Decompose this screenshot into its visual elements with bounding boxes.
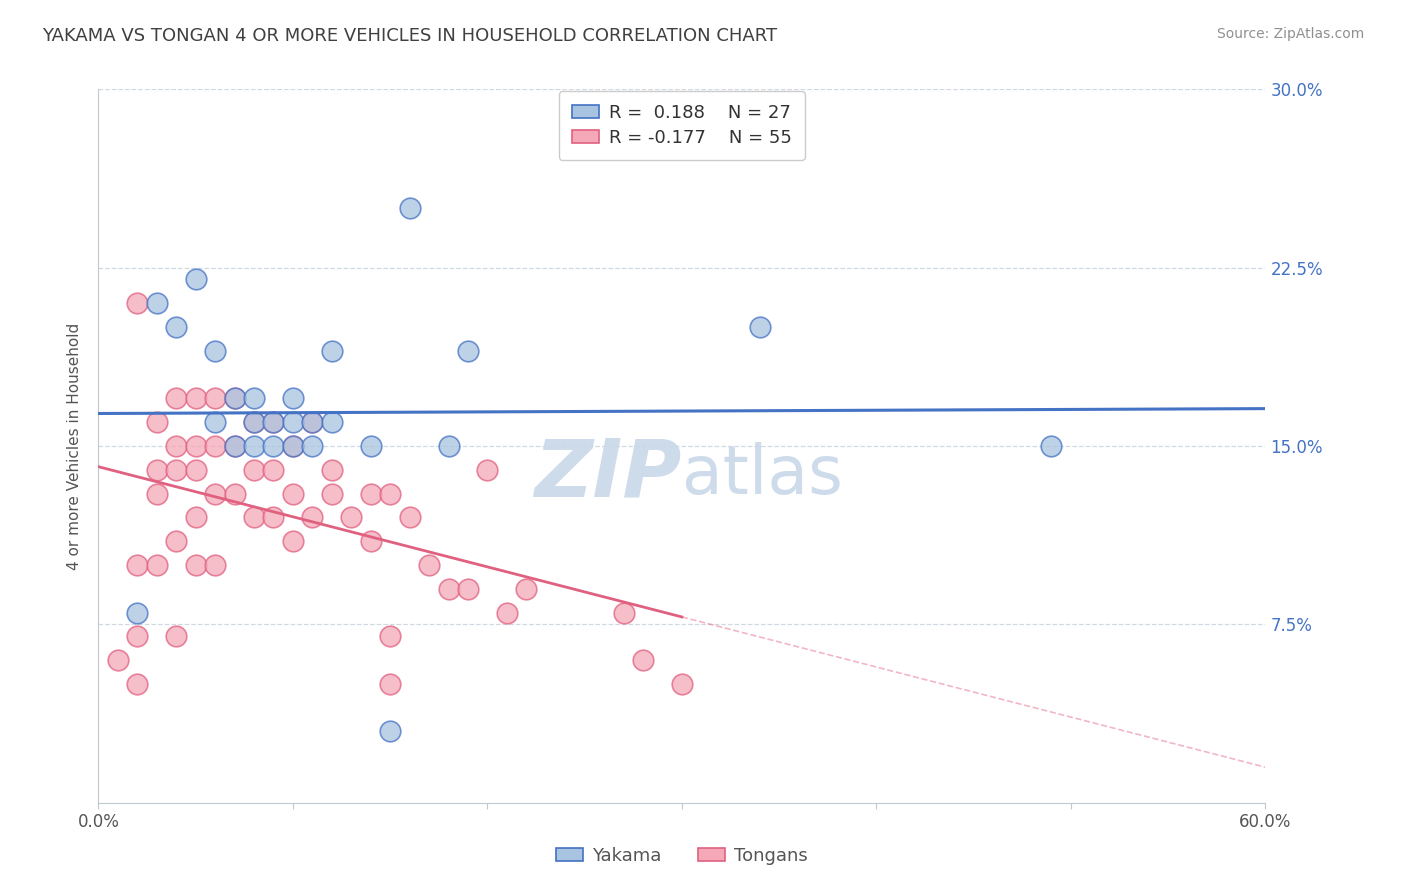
Point	[631, 653, 654, 667]
Point	[204, 415, 226, 429]
Point	[107, 653, 129, 667]
Point	[243, 510, 266, 524]
Point	[243, 463, 266, 477]
Point	[224, 439, 246, 453]
Point	[281, 392, 304, 406]
Point	[165, 439, 187, 453]
Point	[301, 510, 323, 524]
Point	[127, 677, 149, 691]
Point	[398, 510, 420, 524]
Text: YAKAMA VS TONGAN 4 OR MORE VEHICLES IN HOUSEHOLD CORRELATION CHART: YAKAMA VS TONGAN 4 OR MORE VEHICLES IN H…	[42, 27, 778, 45]
Legend: Yakama, Tongans: Yakama, Tongans	[548, 840, 815, 872]
Point	[378, 724, 402, 739]
Text: Source: ZipAtlas.com: Source: ZipAtlas.com	[1216, 27, 1364, 41]
Point	[262, 439, 284, 453]
Point	[204, 439, 226, 453]
Point	[127, 558, 149, 572]
Point	[321, 343, 343, 358]
Point	[671, 677, 693, 691]
Point	[378, 486, 402, 500]
Point	[281, 415, 304, 429]
Point	[184, 392, 207, 406]
Point	[360, 439, 382, 453]
Point	[262, 510, 284, 524]
Point	[146, 486, 169, 500]
Point	[127, 296, 149, 310]
Point	[378, 629, 402, 643]
Point	[146, 463, 169, 477]
Point	[281, 439, 304, 453]
Point	[281, 439, 304, 453]
Point	[418, 558, 440, 572]
Point	[127, 629, 149, 643]
Point	[204, 343, 226, 358]
Point	[437, 582, 460, 596]
Point	[301, 415, 323, 429]
Text: atlas: atlas	[682, 442, 842, 508]
Point	[321, 463, 343, 477]
Point	[281, 486, 304, 500]
Point	[204, 558, 226, 572]
Point	[262, 415, 284, 429]
Y-axis label: 4 or more Vehicles in Household: 4 or more Vehicles in Household	[67, 322, 83, 570]
Point	[204, 486, 226, 500]
Point	[301, 439, 323, 453]
Point	[204, 392, 226, 406]
Point	[184, 510, 207, 524]
Point	[243, 439, 266, 453]
Point	[360, 534, 382, 549]
Point	[165, 629, 187, 643]
Point	[457, 582, 479, 596]
Point	[748, 320, 770, 334]
Point	[243, 415, 266, 429]
Point	[184, 463, 207, 477]
Point	[477, 463, 499, 477]
Point	[495, 606, 517, 620]
Point	[224, 439, 246, 453]
Point	[398, 201, 420, 215]
Point	[262, 463, 284, 477]
Point	[437, 439, 460, 453]
Point	[184, 439, 207, 453]
Point	[165, 463, 187, 477]
Text: ZIP: ZIP	[534, 435, 682, 514]
Point	[165, 392, 187, 406]
Point	[165, 534, 187, 549]
Point	[243, 415, 266, 429]
Point	[146, 558, 169, 572]
Point	[146, 296, 169, 310]
Point	[262, 415, 284, 429]
Point	[378, 677, 402, 691]
Point	[321, 486, 343, 500]
Point	[1040, 439, 1063, 453]
Point	[515, 582, 537, 596]
Point	[127, 606, 149, 620]
Point	[184, 558, 207, 572]
Point	[301, 415, 323, 429]
Point	[281, 534, 304, 549]
Point	[224, 392, 246, 406]
Point	[224, 392, 246, 406]
Point	[340, 510, 363, 524]
Point	[457, 343, 479, 358]
Point	[184, 272, 207, 286]
Point	[321, 415, 343, 429]
Point	[224, 486, 246, 500]
Point	[613, 606, 636, 620]
Point	[165, 320, 187, 334]
Point	[146, 415, 169, 429]
Point	[243, 392, 266, 406]
Point	[360, 486, 382, 500]
